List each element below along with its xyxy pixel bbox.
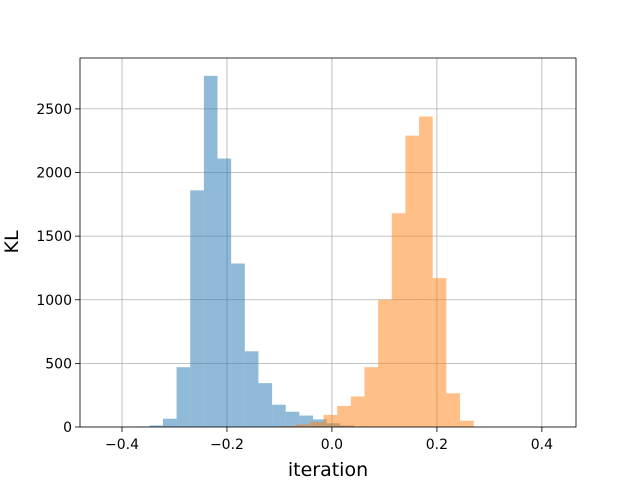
histogram-bar-series-1: [190, 190, 204, 427]
histogram-bar-series-1: [231, 263, 245, 427]
histogram-bar-series-2: [460, 420, 474, 427]
histogram-bar-series-1: [272, 404, 286, 427]
histogram-bar-series-1: [244, 351, 259, 427]
y-tick-label: 1000: [36, 293, 72, 309]
histogram-bar-series-2: [419, 116, 433, 427]
histogram-bar-series-2: [309, 421, 324, 427]
x-tick-label: 0.2: [426, 437, 448, 453]
histogram-bar-series-2: [364, 367, 379, 427]
histogram-bar-series-2: [296, 424, 310, 427]
y-tick-label: 0: [63, 420, 72, 436]
histogram-bar-series-2: [282, 425, 297, 427]
y-tick-label: 2500: [36, 102, 72, 118]
plot-frame: [79, 57, 577, 428]
histogram-bar-series-1: [217, 158, 232, 427]
y-tick-label: 500: [45, 356, 72, 372]
histogram-bar-series-2: [405, 135, 420, 427]
histogram-bar-series-2: [432, 278, 447, 427]
y-axis-label: KL: [1, 230, 23, 253]
histogram-bar-series-1: [162, 418, 177, 427]
y-axis-ticks: 0 500 1000 1500 2000 2500: [36, 102, 80, 436]
histogram-bar-series-1: [176, 367, 191, 427]
histogram-bars: [121, 75, 474, 428]
histogram-bar-series-2: [446, 393, 461, 427]
histogram-bar-series-2: [337, 406, 351, 427]
histogram-bar-series-1: [149, 425, 163, 427]
x-tick-label: 0.4: [531, 437, 553, 453]
histogram-bar-series-1: [203, 75, 218, 428]
histogram-bar-series-1: [285, 411, 300, 427]
x-axis-ticks: −0.4 −0.2 0.0 0.2 0.4: [105, 427, 553, 453]
histogram-bar-series-2: [323, 414, 338, 427]
histogram-bar-series-1: [258, 383, 273, 427]
x-tick-label: −0.4: [105, 437, 139, 453]
histogram-bar-series-2: [350, 396, 365, 427]
histogram-bar-series-1: [299, 415, 314, 427]
x-tick-label: −0.2: [210, 437, 244, 453]
histogram-bar-series-2: [378, 299, 392, 427]
y-tick-label: 2000: [36, 166, 72, 182]
x-tick-label: 0.0: [321, 437, 343, 453]
y-tick-label: 1500: [36, 229, 72, 245]
x-axis-label: iteration: [288, 459, 368, 480]
histogram-bar-series-2: [391, 213, 406, 427]
